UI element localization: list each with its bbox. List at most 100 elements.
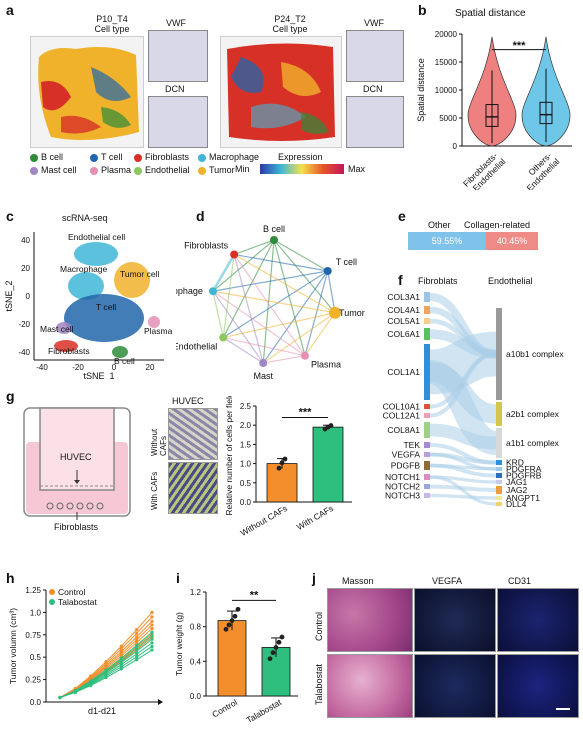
- box: [485, 104, 499, 127]
- expression-colorbar: [260, 164, 344, 174]
- vwf-map-2: [346, 30, 404, 82]
- sankey-receptor-label: a1b1 complex: [506, 438, 560, 448]
- panel-j-col3: CD31: [508, 576, 532, 586]
- panel-j-col1: Masson: [342, 576, 374, 586]
- spatial-map-p10-svg: [38, 47, 140, 141]
- network-node-label: Macrophage: [176, 286, 203, 296]
- network-edge: [304, 312, 336, 357]
- growth-point: [150, 644, 154, 649]
- network-edge: [273, 239, 336, 314]
- legend-item: Plasma: [90, 165, 131, 175]
- panel-c-title: scRNA-seq: [62, 213, 108, 223]
- network-node: [323, 267, 332, 275]
- growth-point: [89, 683, 93, 688]
- masson-talabostat-image: [327, 654, 413, 718]
- map2-subtitle: Cell type: [272, 24, 308, 34]
- panel-label-d: d: [196, 208, 205, 224]
- network-node: [208, 287, 217, 296]
- x-tick-label: -20: [72, 363, 84, 372]
- cluster-label: Fibroblasts: [48, 346, 90, 356]
- network-edge: [262, 312, 336, 364]
- y-tick-label: 2.0: [240, 421, 252, 430]
- huvec-with-cafs-image: [168, 462, 218, 514]
- data-point: [235, 606, 241, 612]
- x-tick-label: -40: [36, 363, 48, 372]
- cd31-control-image: [497, 588, 579, 652]
- data-point: [229, 618, 235, 623]
- y-tick-label: 0.25: [25, 676, 41, 685]
- network-node-label: Plasma: [311, 360, 341, 370]
- gene-label-dcn-2: DCN: [363, 84, 383, 94]
- expression-title: Expression: [278, 152, 323, 162]
- y-tick-label: 0.0: [30, 698, 42, 707]
- data-point: [276, 639, 282, 645]
- growth-point: [135, 649, 139, 653]
- legend-label: Mast cell: [41, 165, 77, 175]
- growth-point: [135, 652, 139, 656]
- panel-j-row1: Control: [314, 612, 324, 642]
- legend-dot: [134, 166, 142, 175]
- map2-title: P24_T2 Cell type: [260, 14, 320, 34]
- vegfa-talabostat-image: [414, 654, 496, 718]
- data-point: [328, 423, 334, 428]
- sankey-receptor-label: ANGPT1: [506, 493, 540, 503]
- growth-point: [150, 634, 154, 638]
- y-axis-label: Tumor volumn (cm³): [8, 608, 18, 684]
- x-tick-label: Without CAFs: [239, 503, 289, 538]
- data-point: [279, 634, 285, 640]
- sankey-ligand-node: [424, 413, 430, 418]
- spatial-map-p24-svg: [227, 43, 335, 141]
- network-edge: [304, 270, 329, 356]
- legend-label: Tumor: [209, 165, 235, 175]
- sig-label: ***: [513, 40, 527, 52]
- growth-point: [150, 623, 154, 627]
- legend-marker: [49, 589, 55, 595]
- cluster-label: T cell: [96, 302, 116, 312]
- legend-marker: [49, 599, 55, 605]
- network-node-label: T cell: [336, 257, 357, 267]
- sankey-receptor-label: PDGFRB: [506, 471, 542, 481]
- tsne-cluster: [64, 294, 144, 342]
- growth-point: [135, 628, 139, 632]
- growth-point: [135, 646, 139, 650]
- spatial-map-p10: [30, 36, 144, 148]
- cluster-label: Macrophage: [60, 264, 108, 274]
- growth-curve-chart: 0.0 0.25 0.5 0.75 1.0 1.25 Tumor volumn (cm³) d…: [8, 586, 163, 716]
- network-node-label: Tumor: [339, 308, 365, 318]
- sankey-receptor-node: [496, 460, 502, 465]
- network-edge: [233, 253, 336, 314]
- sankey-link: [429, 352, 497, 418]
- legend-item: Mast cell: [30, 165, 77, 175]
- legend-item: T cell: [90, 152, 122, 162]
- y-tick-label: 0: [453, 142, 458, 151]
- data-point: [273, 645, 279, 650]
- y-tick-label: 0.5: [30, 653, 42, 662]
- sankey-receptor-node: [496, 473, 502, 478]
- data-point: [232, 613, 238, 619]
- y-tick-label: -20: [18, 320, 30, 329]
- sankey-ligand-node: [424, 422, 430, 438]
- panel-label-i: i: [176, 570, 180, 586]
- network-edge: [233, 254, 264, 364]
- sankey-receptor-node: [496, 402, 502, 426]
- y-tick-label: 1.25: [25, 586, 41, 595]
- expression-max: Max: [348, 164, 366, 174]
- vegfa-control-image: [414, 588, 496, 652]
- sankey-ligand-label: COL8A1: [387, 425, 420, 435]
- growth-point: [135, 638, 139, 642]
- img-label-without-cafs: Without CAFs: [150, 428, 168, 456]
- panel-f-right-title: Endothelial: [488, 276, 533, 286]
- sankey-ligand-label: COL5A1: [387, 316, 420, 326]
- map1-subtitle: Cell type: [94, 24, 130, 34]
- cluster-label: Tumor cell: [120, 269, 159, 279]
- network-node: [270, 236, 278, 244]
- y-tick-label: 0.5: [240, 479, 252, 488]
- sankey-ligand-label: VEGFA: [392, 450, 421, 460]
- legend-dot: [134, 153, 142, 162]
- sankey-receptor-node: [496, 428, 502, 458]
- data-point: [282, 456, 288, 462]
- sankey-receptor-label: JAG1: [506, 477, 528, 487]
- network-edge: [212, 290, 264, 364]
- growth-point: [135, 658, 139, 662]
